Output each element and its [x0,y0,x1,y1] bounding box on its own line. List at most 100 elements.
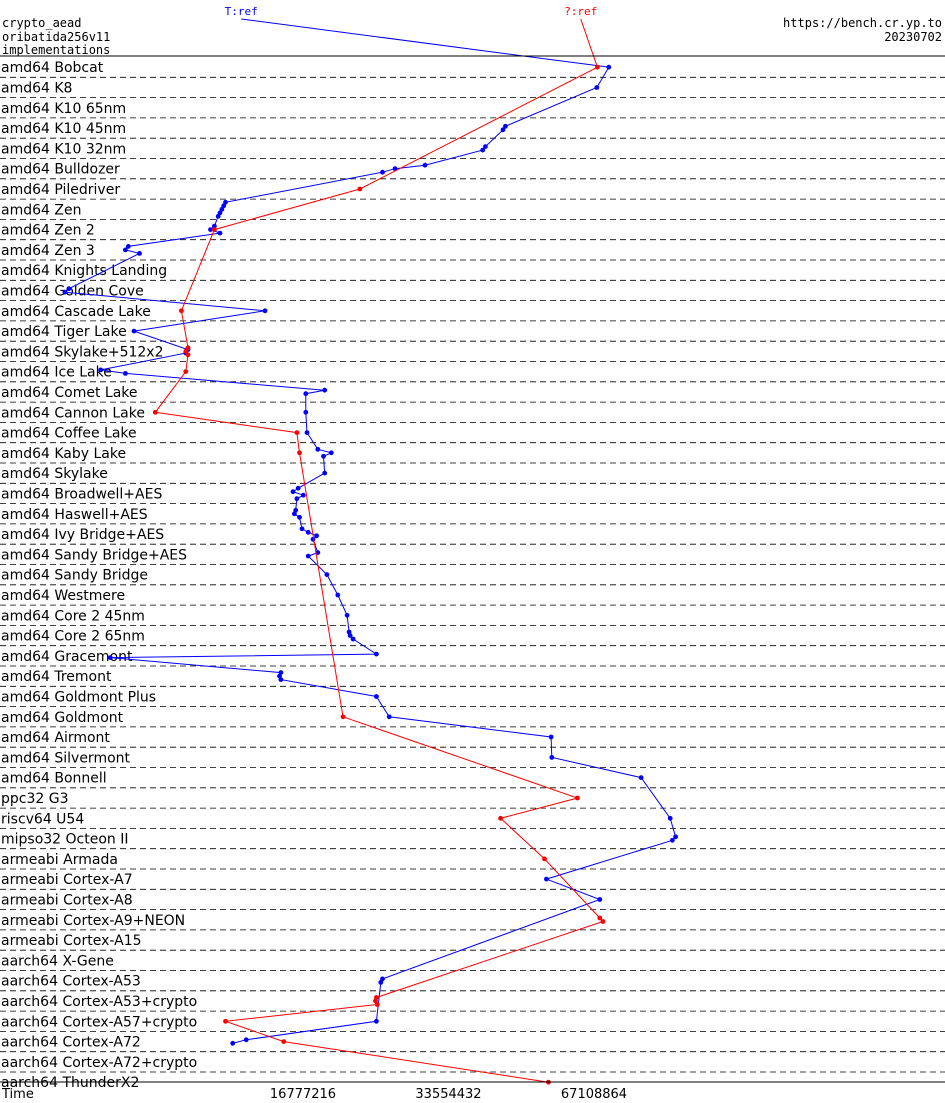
data-point [321,453,326,459]
data-point [297,450,302,456]
data-point [324,572,330,577]
row-label: ppc32 G3 [1,791,69,807]
data-point [374,1002,380,1007]
data-point [208,227,213,233]
row-label: amd64 Goldmont [1,710,124,726]
chart-header: crypto_aead oribatida256v11 implementati… [0,16,945,57]
data-point [131,328,137,334]
row-label: armeabi Cortex-A8 [1,892,133,908]
data-point [185,345,191,351]
row-label: amd64 Core 2 45nm [1,608,145,624]
data-point [152,409,158,415]
row-label: amd64 Broadwell+AES [1,486,162,502]
x-tick-label: 16777216 [270,1087,336,1102]
series-leader-line [241,18,609,68]
row-label: amd64 Tiger Lake [1,324,127,340]
row-label: amd64 Comet Lake [1,385,138,401]
data-point [340,714,346,720]
data-point [183,369,189,374]
series-label: T:ref [225,5,258,18]
data-point [344,612,350,618]
data-point [594,85,600,90]
row-label: aarch64 Cortex-A53+crypto [1,994,197,1010]
series-leader-line [580,18,598,68]
data-point [483,144,488,150]
data-point [305,529,311,535]
row-label: amd64 Knights Landing [1,263,167,279]
data-point [185,352,191,358]
data-point [294,430,300,435]
row-label: armeabi Cortex-A9+NEON [1,913,185,929]
data-point [217,230,223,236]
row-separators [0,76,945,1073]
row-label: aarch64 ThunderX2 [1,1075,139,1091]
data-point [600,919,606,924]
series-lines: T:ref ?:ref [62,5,678,1085]
data-point [374,651,379,657]
row-label: aarch64 X-Gene [1,953,114,969]
row-label: amd64 Zen 3 [1,243,95,259]
data-point [212,227,217,233]
data-point [548,734,554,740]
data-point [498,815,503,821]
header-url: https://bench.cr.yp.to [783,16,942,30]
data-point [107,655,113,660]
data-point [422,162,428,168]
row-label: armeabi Cortex-A15 [1,933,142,949]
data-point [347,633,353,638]
data-point [215,213,221,219]
data-point [480,147,486,153]
data-point [305,553,311,559]
data-point [292,511,297,517]
row-label: amd64 K10 45nm [1,121,126,137]
row-label: armeabi Cortex-A7 [1,872,133,888]
series-group: ?:ref [152,5,606,1085]
data-point [322,387,328,393]
data-point [314,533,319,539]
data-point [300,492,306,498]
row-label: amd64 Skylake [1,466,108,482]
data-point [98,367,104,373]
row-label: amd64 Coffee Lake [1,426,137,442]
data-point [212,223,217,229]
row-label: amd64 Zen [1,202,81,218]
data-point [299,526,305,532]
x-axis-title: Time [1,1087,34,1102]
data-point [315,446,321,452]
header-implementations: implementations [2,43,110,57]
data-point [335,592,341,598]
header-algorithm: oribatida256v11 [2,30,110,44]
row-label: amd64 Bobcat [1,60,104,76]
implementation-labels: amd64 Bobcat amd64 K8 amd64 K10 65nm amd64 … [1,60,197,1091]
data-point [281,1039,287,1044]
data-point [575,795,580,801]
x-tick-label: 33554432 [415,1087,481,1102]
data-point [62,289,68,295]
data-point [294,496,300,502]
series-label: ?:ref [564,5,597,18]
row-label: amd64 Tremont [1,669,112,685]
x-tick-label: 67108864 [561,1087,627,1102]
data-point [542,856,547,862]
row-label: amd64 Ice Lake [1,365,112,381]
data-point [123,247,128,253]
row-label: amd64 Gracemont [1,649,133,665]
data-point [500,127,506,133]
data-point [380,169,385,175]
data-point [350,636,356,642]
row-label: mipso32 Octeon II [1,832,129,848]
row-label: aarch64 Cortex-A72 [1,1035,141,1051]
row-label: amd64 Westmere [1,588,125,604]
data-point [374,694,379,699]
row-label: amd64 Kaby Lake [1,446,126,462]
data-point [230,1040,236,1046]
row-label: aarch64 Cortex-A57+crypto [1,1014,197,1030]
row-label: riscv64 U54 [1,811,84,827]
data-point [278,677,284,682]
row-label: amd64 Silvermont [1,750,131,766]
data-point [219,206,225,212]
series-group: T:ref [62,5,678,1046]
row-label: amd64 Core 2 65nm [1,629,145,645]
data-point [262,308,268,314]
row-label: amd64 Ivy Bridge+AES [1,527,164,543]
